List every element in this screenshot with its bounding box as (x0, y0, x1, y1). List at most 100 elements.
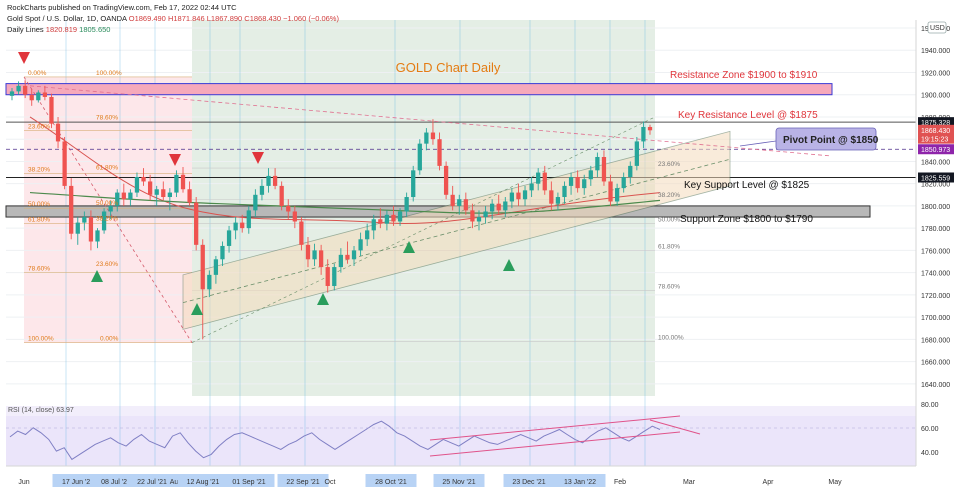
annotation-label: Support Zone $1800 to $1790 (680, 214, 813, 225)
rsi-tick-label: 40.00 (921, 450, 939, 457)
candle-body (634, 141, 639, 166)
candle-body (55, 123, 61, 142)
buy-arrow (403, 241, 415, 253)
candle-body (411, 170, 416, 198)
candle-body (42, 92, 48, 97)
candle-body (365, 230, 370, 240)
candle-body (128, 192, 133, 200)
candle-body (88, 217, 94, 242)
fib-level-label: 38.20% (658, 192, 680, 199)
candle-body (213, 259, 219, 275)
rsi-label: RSI (14, close) 63.97 (8, 407, 74, 414)
time-axis-label: 12 Aug '21 (187, 479, 220, 486)
candle-body (16, 85, 21, 92)
pivot-callout-pointer (739, 140, 777, 147)
fib-level-label: 38.20% (96, 216, 118, 223)
daily-lines-line: Daily Lines 1820.819 1805.650 (7, 25, 110, 34)
price-tag (918, 144, 954, 155)
downtrend-diagonal (23, 76, 193, 343)
currency-button (927, 21, 947, 34)
time-axis-label: 22 Jul '21 (137, 479, 167, 486)
fib-level-label: 50.00% (96, 200, 118, 207)
price-tag-label: 19:15:23 (921, 137, 948, 144)
annotation-label: Resistance Zone $1900 to $1910 (670, 70, 818, 81)
high-value: H1871.846 (167, 14, 205, 23)
time-axis-label: 08 Jul '21 (101, 479, 131, 486)
candle-body (101, 211, 107, 231)
candle-body (503, 201, 508, 211)
annotation-label: Pivot Point @ $1850 (783, 135, 879, 146)
time-axis-label: Apr (763, 479, 775, 486)
candle-body (588, 170, 593, 180)
fib-level-label: 78.60% (28, 266, 50, 273)
time-axis-label: 01 Sep '21 (232, 479, 265, 486)
fib-level-label: 100.00% (658, 335, 684, 342)
candle-body (522, 190, 528, 200)
time-axis-highlight (365, 474, 417, 487)
price-tag-label: 1868.430 (921, 128, 950, 135)
candle-body (601, 156, 607, 182)
ascending-channel (182, 130, 731, 330)
candle-body (108, 205, 113, 212)
sell-arrow (18, 52, 30, 64)
chart-title: GOLD Chart Daily (396, 60, 501, 75)
currency-button-label: USD (930, 25, 945, 32)
fib-level-label: 23.60% (96, 261, 118, 268)
candle-body (555, 197, 561, 204)
fib-level-label: 61.80% (658, 243, 680, 250)
candle-body (430, 132, 436, 140)
candle-body (299, 221, 304, 245)
candle-body (161, 189, 166, 198)
fib-level-label: 0.00% (28, 70, 47, 77)
price-tick-label: 1920.000 (921, 70, 950, 77)
candle-body (115, 192, 120, 206)
time-axis-highlight (126, 474, 178, 487)
candle-body (404, 197, 409, 212)
time-axis-highlight (177, 474, 229, 487)
candle-body (29, 94, 34, 101)
price-tick-label: 1780.000 (921, 226, 950, 233)
time-axis-highlight (223, 474, 275, 487)
candle-body (318, 250, 324, 268)
price-tick-label: 1900.000 (921, 93, 950, 100)
candle-body (437, 139, 442, 166)
rsi-channel-upper (429, 415, 681, 441)
candle-body (496, 203, 501, 211)
sell-arrow (169, 154, 181, 166)
candle-body (246, 210, 251, 229)
fib-diagonal (191, 116, 656, 343)
candle-body (253, 194, 258, 211)
candle-body (509, 192, 515, 202)
candle-body (292, 211, 297, 222)
candle-body (141, 177, 146, 182)
long-trendline (29, 85, 831, 157)
candle-body (562, 185, 567, 198)
candle-body (121, 192, 126, 200)
candle-body (463, 199, 468, 211)
time-axis-label: 17 Jun '21 (62, 479, 94, 486)
candle-body (371, 219, 376, 231)
price-tick-label: 1760.000 (921, 248, 950, 255)
price-tick-label: 1940.000 (921, 48, 950, 55)
time-axis-highlight (503, 474, 555, 487)
fib-level-label: 61.80% (96, 164, 118, 171)
fib-level-label: 100.00% (28, 336, 54, 343)
fib-level-label: 50.00% (28, 201, 50, 208)
pivot-callout-box (775, 127, 877, 151)
rsi-band (6, 416, 916, 466)
candle-body (174, 174, 179, 193)
rsi-line (9, 420, 661, 461)
candle-body (207, 274, 212, 290)
time-axis-highlight (433, 474, 485, 487)
price-tick-label: 1640.000 (921, 382, 950, 389)
candle-body (358, 239, 363, 251)
candle-body (647, 126, 653, 131)
change-value: −1.060 (−0.06%) (283, 14, 339, 23)
time-axis-label: May (828, 479, 842, 486)
candle-body (220, 245, 225, 260)
candle-body (75, 222, 80, 234)
candle-body (312, 250, 317, 260)
daily-lines-label: Daily Lines (7, 25, 44, 34)
